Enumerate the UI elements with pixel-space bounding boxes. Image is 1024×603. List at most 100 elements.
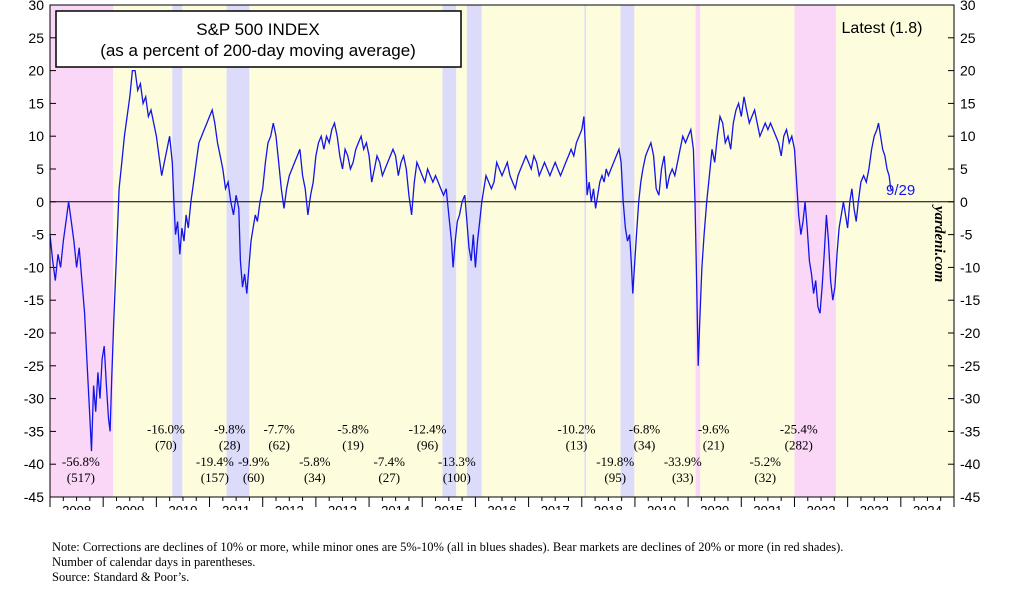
annotation-pct: -6.8% (629, 421, 661, 436)
annotation-days: (517) (67, 470, 95, 485)
xtick-label: 2023 (860, 503, 889, 510)
shaded-periods (50, 5, 954, 497)
xtick-label: 2012 (275, 503, 304, 510)
annotation-days: (27) (378, 470, 400, 485)
annotation-days: (157) (201, 470, 229, 485)
annotation-days: (100) (443, 470, 471, 485)
ytick-label-left: -20 (24, 325, 44, 341)
ytick-label-right: 25 (960, 30, 976, 46)
ytick-label-left: 0 (36, 194, 44, 210)
ytick-label-left: 30 (28, 0, 44, 13)
shade-bull-11 (586, 5, 621, 497)
xtick-label: 2016 (488, 503, 517, 510)
annotation-pct: -7.7% (263, 421, 295, 436)
footnote-line-1: Note: Corrections are declines of 10% or… (52, 540, 844, 554)
annotation-days: (32) (754, 470, 776, 485)
annotation-days: (13) (566, 437, 588, 452)
ytick-label-right: 30 (960, 0, 976, 13)
ytick-label-left: -10 (24, 259, 44, 275)
shade-bull-1 (113, 5, 173, 497)
xtick-label: 2010 (168, 503, 197, 510)
annotation-pct: -33.9% (664, 454, 702, 469)
ytick-label-left: -5 (32, 227, 45, 243)
watermark: yardeni.com (931, 204, 947, 282)
ytick-label-left: -35 (24, 423, 44, 439)
ytick-label-left: 20 (28, 63, 44, 79)
ytick-label-right: 15 (960, 95, 976, 111)
annotation-pct: -12.4% (409, 421, 447, 436)
shade-bull-7 (456, 5, 467, 497)
shade-bull-9 (481, 5, 585, 497)
ytick-label-right: -10 (960, 259, 980, 275)
shade-correction-12 (620, 5, 635, 497)
ytick-label-right: -45 (960, 489, 980, 505)
shade-correction-6 (442, 5, 457, 497)
ytick-label-left: 25 (28, 30, 44, 46)
annotation-days: (21) (703, 437, 725, 452)
shade-bull-15 (700, 5, 795, 497)
ytick-label-left: -30 (24, 391, 44, 407)
shade-bull-3 (182, 5, 227, 497)
plot-frame (49, 4, 955, 498)
title-box (55, 10, 462, 68)
ytick-label-left: -25 (24, 358, 44, 374)
xtick-label: 2013 (328, 503, 357, 510)
xtick-label: 2015 (434, 503, 463, 510)
chart-title: S&P 500 INDEX (196, 20, 319, 39)
shade-bear-0 (50, 5, 114, 497)
annotation-days: (96) (417, 437, 439, 452)
annotation-days: (34) (304, 470, 326, 485)
xtick-label: 2024 (913, 503, 942, 510)
annotation-days: (33) (672, 470, 694, 485)
shade-correction-4 (226, 5, 250, 497)
ytick-label-right: -40 (960, 456, 980, 472)
end-date-label: 9/29 (886, 182, 915, 199)
annotation-pct: -19.4% (196, 454, 234, 469)
xtick-label: 2011 (222, 503, 250, 510)
xtick-label: 2022 (807, 503, 836, 510)
footnote-line-3: Source: Standard & Poor’s. (52, 570, 190, 584)
annotation-pct: -56.8% (62, 454, 100, 469)
footnote-line-2: Number of calendar days in parentheses. (52, 555, 256, 569)
ytick-label-left: 10 (28, 128, 44, 144)
axis-ticks: -45 -45 -40 -40 -35 -35 -30 -30 -25 -25 -20 -20 -15 -… (24, 0, 981, 510)
shade-correction-10 (584, 5, 587, 497)
annotation-days: (19) (342, 437, 364, 452)
ytick-label-right: -15 (960, 292, 980, 308)
annotation-days: (60) (243, 470, 265, 485)
annotation-days: (95) (604, 470, 626, 485)
annotation-days: (62) (268, 437, 290, 452)
xtick-label: 2018 (594, 503, 623, 510)
ytick-label-right: 20 (960, 63, 976, 79)
shade-bull-17 (835, 5, 954, 497)
annotation-days: (28) (219, 437, 241, 452)
annotation-pct: -25.4% (780, 421, 818, 436)
annotation-days: (70) (155, 437, 177, 452)
ytick-label-right: -20 (960, 325, 980, 341)
latest-label: Latest (1.8) (842, 20, 923, 37)
ytick-label-right: -30 (960, 391, 980, 407)
chart-subtitle: (as a percent of 200-day moving average) (100, 41, 416, 60)
ytick-label-left: 15 (28, 95, 44, 111)
xtick-label: 2019 (647, 503, 676, 510)
annotation-pct: -9.6% (698, 421, 730, 436)
xtick-label: 2021 (753, 503, 782, 510)
ytick-label-left: -45 (24, 489, 44, 505)
annotation-pct: -13.3% (438, 454, 476, 469)
shade-bear-14 (695, 5, 701, 497)
ytick-label-right: 0 (960, 194, 968, 210)
annotation-pct: -10.2% (557, 421, 595, 436)
ytick-label-right: 10 (960, 128, 976, 144)
annotation-pct: -5.2% (750, 454, 782, 469)
ytick-label-right: 5 (960, 161, 968, 177)
series-line (49, 69, 893, 452)
annotation-pct: -5.8% (337, 421, 369, 436)
ytick-label-left: -15 (24, 292, 44, 308)
xtick-label: 2017 (541, 503, 570, 510)
annotation-pct: -9.9% (238, 454, 270, 469)
annotation-pct: -19.8% (596, 454, 634, 469)
ytick-label-right: -25 (960, 358, 980, 374)
annotation-pct: -5.8% (299, 454, 331, 469)
ytick-label-left: 5 (36, 161, 44, 177)
